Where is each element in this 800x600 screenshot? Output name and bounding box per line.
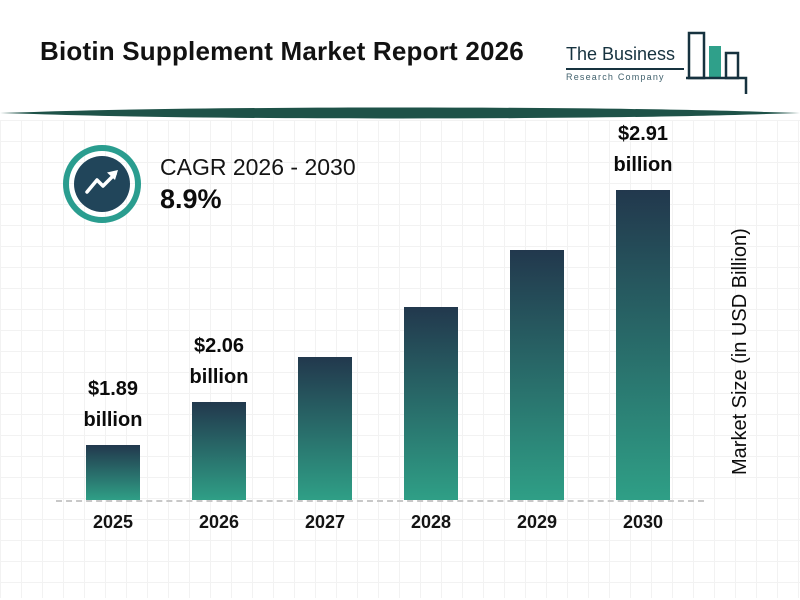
logo-bars-icon [686, 31, 748, 94]
bar-2027 [298, 357, 352, 500]
page-title: Biotin Supplement Market Report 2026 [40, 36, 524, 66]
bar-column-2029 [486, 250, 588, 500]
x-axis-label-2029: 2029 [516, 512, 558, 532]
bar-column-2028 [380, 307, 482, 500]
divider-shape-icon [0, 107, 800, 119]
cagr-text: CAGR 2026 - 2030 8.9% [160, 154, 356, 215]
bar-2025 [86, 445, 140, 500]
company-logo: The Business Research Company [566, 30, 764, 96]
x-axis-label-2027: 2027 [304, 512, 346, 532]
bar-value-label-2030: $2.91 billion [613, 123, 673, 176]
x-axis-label-2025: 2025 [92, 512, 134, 532]
logo-line1: The Business [566, 44, 676, 64]
chart-section: CAGR 2026 - 2030 8.9% $1.89 billion $2.06 b… [0, 120, 800, 598]
logo-underline [566, 68, 684, 70]
bar-column-2027 [274, 357, 376, 500]
growth-trend-icon [63, 145, 141, 223]
bar-chart-plot: $1.89 billion $2.06 billion $2.91 billion [62, 120, 694, 500]
x-axis-baseline [56, 500, 704, 502]
x-axis-labels: 2025 2026 2027 2028 2029 2030 [62, 512, 694, 533]
section-divider [0, 106, 800, 120]
cagr-badge: CAGR 2026 - 2030 8.9% [62, 144, 356, 224]
x-axis-label-2030: 2030 [622, 512, 664, 532]
bar-2028 [404, 307, 458, 500]
bar-column-2026: $2.06 billion [168, 331, 270, 500]
bar-column-2025: $1.89 billion [62, 374, 164, 500]
header: Biotin Supplement Market Report 2026 The… [0, 0, 800, 98]
bar-2030 [616, 190, 670, 500]
x-axis-label-2026: 2026 [198, 512, 240, 532]
cagr-value: 8.9% [160, 183, 222, 214]
company-logo-text: The Business Research Company [566, 44, 684, 82]
bar-value-label-2025: $1.89 billion [83, 378, 143, 431]
cagr-label: CAGR 2026 - 2030 [160, 153, 356, 180]
bar-2026 [192, 402, 246, 500]
y-axis-label: Market Size (in USD Billion) [729, 228, 751, 476]
bar-2029 [510, 250, 564, 500]
logo-line2: Research Company [566, 72, 665, 82]
bar-value-label-2026: $2.06 billion [189, 335, 249, 388]
x-axis-label-2028: 2028 [410, 512, 452, 532]
bar-column-2030: $2.91 billion [592, 119, 694, 500]
